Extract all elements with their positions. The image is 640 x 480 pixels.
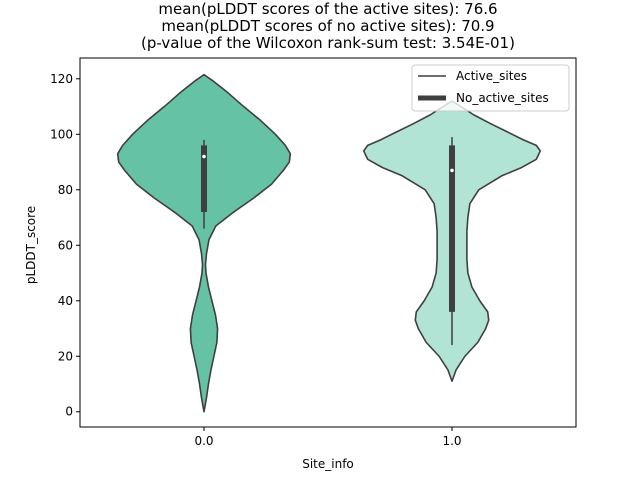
chart-title-line-2: mean(pLDDT scores of no active sites): 7…: [161, 17, 494, 35]
legend-box: [411, 64, 570, 112]
plot-area: [116, 73, 542, 413]
plot-frame: [79, 57, 577, 428]
legend-label: No_active_sites: [456, 91, 549, 105]
violin-iqr-box-1.0: [449, 145, 455, 312]
y-tick-label: 60: [58, 238, 73, 252]
y-tick-label: 120: [50, 72, 73, 86]
violin-body-0.0: [116, 73, 292, 413]
y-tick-label: 20: [58, 349, 73, 363]
legend-label: Active_sites: [456, 69, 527, 83]
y-tick-label: 40: [58, 294, 73, 308]
violin-iqr-box-0.0: [201, 145, 207, 212]
x-tick-label: 1.0: [442, 434, 461, 448]
y-tick-label: 80: [58, 183, 73, 197]
y-tick-label: 0: [65, 405, 73, 419]
chart-title-line-3: (p-value of the Wilcoxon rank-sum test: …: [141, 34, 515, 52]
chart-title-line-1: mean(pLDDT scores of the active sites): …: [158, 0, 497, 18]
y-tick-label: 100: [50, 127, 73, 141]
x-axis-label: Site_info: [302, 457, 354, 471]
x-tick-label: 0.0: [194, 434, 213, 448]
y-axis-label: pLDDT_score: [24, 206, 38, 284]
legend: Active_sites No_active_sites: [411, 64, 570, 112]
violin-median-dot-0.0: [202, 154, 206, 159]
violin-median-dot-1.0: [450, 168, 454, 173]
axes: 0 20 40 60 80 100 120 0.0 1.0: [50, 57, 577, 448]
